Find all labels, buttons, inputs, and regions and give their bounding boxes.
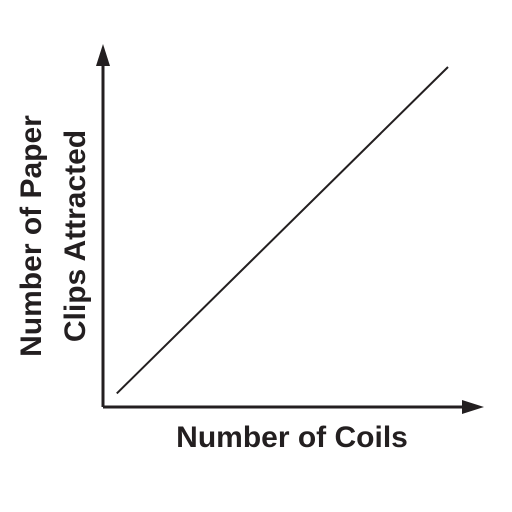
series-group [116, 66, 449, 395]
x-axis-arrow-icon [462, 400, 484, 414]
y-axis-label-line-1: Number of Paper [15, 115, 48, 357]
y-axis-label: Number of Paper Clips Attracted [15, 115, 92, 357]
series-line-1 [116, 66, 449, 395]
y-axis-arrow-icon [96, 44, 110, 66]
x-axis-label: Number of Coils [176, 421, 408, 454]
y-axis-label-line-2: Clips Attracted [59, 130, 92, 342]
